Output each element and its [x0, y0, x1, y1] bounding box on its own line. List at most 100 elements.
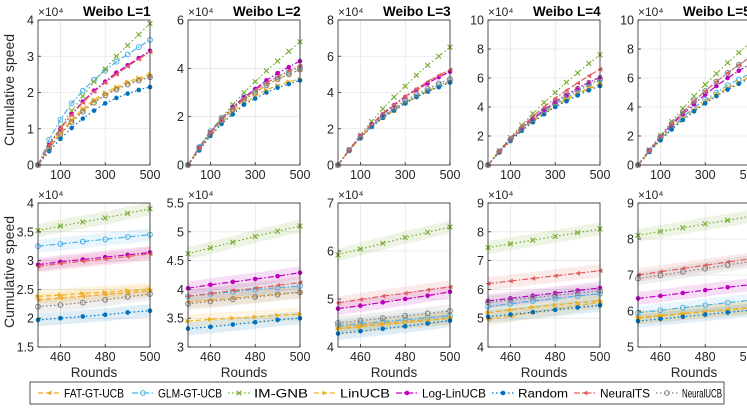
data-point: [241, 89, 247, 96]
data-point: [529, 116, 536, 123]
data-point: [657, 228, 664, 235]
series-line: [187, 79, 301, 166]
series-line: [337, 78, 451, 166]
legend-label: Log-LinUCB: [422, 387, 486, 401]
data-point: [380, 322, 386, 327]
confidence-band: [638, 301, 747, 325]
data-point: [402, 312, 409, 319]
data-point: [102, 256, 108, 262]
data-point: [114, 95, 119, 101]
x-tick-label: 300: [245, 168, 266, 182]
data-point: [230, 322, 236, 327]
x-tick-label: 100: [350, 168, 371, 182]
data-point: [508, 135, 513, 141]
data-point: [229, 106, 236, 113]
data-point: [402, 290, 408, 296]
exponent-label: ×10⁴: [638, 188, 664, 202]
data-point: [80, 291, 86, 296]
data-point: [102, 92, 109, 99]
legend-label: NeuralTS: [600, 387, 650, 401]
plot-area: [38, 203, 150, 347]
y-tick-label: 4: [477, 101, 484, 115]
x-tick-label: 100: [500, 168, 521, 182]
y-tick-label: 1: [27, 122, 34, 136]
data-point: [80, 93, 86, 99]
data-point: [529, 298, 536, 304]
panel-3: 0 2 4 6 8 100 300 500 ×10⁴ Weibo L=3: [327, 4, 460, 182]
legend-label: LinUCB: [340, 387, 390, 401]
series-line: [187, 68, 301, 166]
y-tick-label: 4: [177, 62, 184, 76]
data-point: [646, 147, 653, 154]
data-point: [79, 108, 86, 115]
data-point: [669, 127, 674, 132]
y-tick-label: 4: [327, 341, 334, 355]
data-point: [402, 324, 408, 329]
series-line: [637, 284, 747, 299]
y-tick-label: 6: [327, 50, 334, 64]
data-point: [275, 282, 280, 288]
data-point: [552, 295, 559, 302]
data-point: [713, 70, 720, 77]
data-point: [135, 77, 142, 84]
x-tick-label: 500: [290, 350, 311, 364]
y-tick-label: 5: [327, 293, 334, 307]
x-tick-label: 500: [290, 168, 311, 182]
data-point: [252, 319, 258, 325]
panel-title: Weibo L=3: [383, 4, 451, 19]
data-point: [391, 94, 397, 100]
data-point: [529, 294, 536, 301]
series-line: [37, 73, 151, 166]
series-line: [337, 286, 451, 304]
data-point: [585, 80, 592, 87]
panel-title: Weibo L=1: [83, 4, 151, 19]
panel-title: Weibo L=2: [233, 4, 301, 19]
data-point: [702, 287, 708, 293]
data-point: [552, 307, 558, 313]
data-point: [735, 62, 742, 68]
data-point: [125, 290, 130, 296]
y-tick-label: 0: [327, 159, 334, 173]
data-point: [252, 96, 258, 101]
data-point: [263, 67, 270, 74]
y-tick-label: 8: [327, 14, 334, 28]
data-point: [91, 99, 97, 106]
data-point: [135, 44, 142, 51]
series-line: [637, 261, 747, 280]
data-point: [102, 289, 108, 295]
exponent-label: ×10⁴: [338, 5, 364, 19]
series-line: [37, 39, 151, 166]
series-line: [487, 228, 601, 249]
x-tick-label: 300: [395, 168, 416, 182]
data-point: [424, 310, 431, 317]
legend-marker: [500, 390, 506, 396]
confidence-band: [38, 247, 150, 273]
series-line: [187, 291, 301, 305]
data-point: [680, 314, 686, 320]
exponent-label: ×10⁴: [188, 188, 214, 202]
data-point: [230, 239, 236, 245]
series-line: [487, 78, 601, 166]
data-point: [68, 100, 75, 107]
data-point: [725, 310, 730, 315]
axes-box: [487, 202, 601, 348]
data-point: [736, 68, 742, 74]
data-point: [252, 233, 258, 240]
data-point: [552, 292, 559, 299]
y-tick-label: 8: [477, 43, 484, 57]
data-point: [80, 219, 86, 225]
x-tick-label: 480: [95, 350, 116, 364]
data-point: [574, 290, 581, 297]
confidence-band: [338, 280, 450, 310]
data-point: [125, 288, 130, 293]
data-point: [124, 293, 131, 300]
y-tick-label: 0: [477, 159, 484, 173]
data-point: [124, 81, 131, 88]
series-line: [337, 315, 451, 326]
legend: FAT-GT-UCB GLM-GT-UCB IM-GNB LinUCB Log-LinU…: [29, 381, 725, 405]
series-line: [37, 253, 151, 267]
exponent-label: ×10⁴: [338, 188, 364, 202]
y-tick-label: 6: [327, 245, 334, 259]
panel-title: Weibo L=4: [533, 4, 601, 19]
